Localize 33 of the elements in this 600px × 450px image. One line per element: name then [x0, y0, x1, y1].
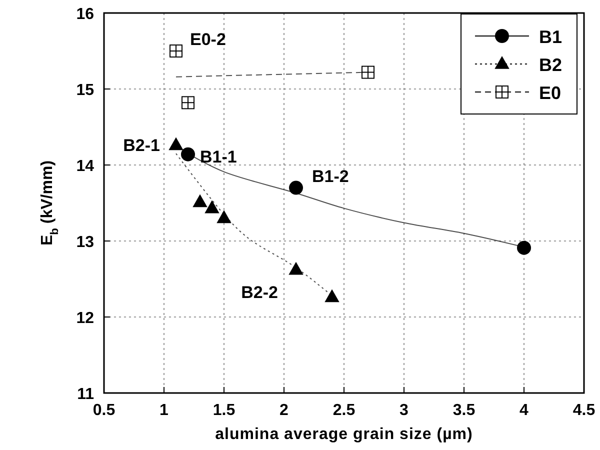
point: [192, 194, 208, 208]
x-tick-label: 3: [400, 402, 409, 419]
point: [168, 137, 184, 150]
x-tick-label: 1: [160, 402, 169, 419]
y-tick-label: 12: [76, 310, 94, 327]
point: [324, 289, 340, 302]
point: [204, 200, 220, 214]
x-tick-label: 4.5: [572, 402, 596, 419]
point: [517, 240, 531, 255]
x-tick-label: 3.5: [452, 402, 476, 419]
y-tick-label: 11: [77, 386, 94, 403]
y-tick-label: 14: [76, 158, 94, 175]
annotation: B1-1: [200, 147, 237, 166]
x-tick-label: 2: [280, 402, 289, 419]
point: [216, 210, 232, 224]
annotation: E0-2: [190, 30, 226, 49]
x-tick-label: 0.5: [92, 402, 116, 419]
y-tick-label: 15: [76, 82, 94, 99]
legend-label: B1: [539, 27, 562, 47]
y-tick-label: 13: [76, 234, 94, 251]
annotation: B2-2: [241, 282, 278, 302]
x-tick-label: 4: [520, 402, 529, 419]
x-tick-label: 1.5: [212, 402, 236, 419]
x-tick-label: 2.5: [332, 402, 356, 419]
annotation: B2-1: [123, 136, 160, 156]
x-axis-title: alumina average grain size (µm): [215, 426, 473, 443]
legend-label: B2: [539, 55, 562, 75]
point: [181, 147, 195, 162]
legend-label: E0: [539, 83, 562, 103]
y-tick-label: 16: [76, 6, 94, 23]
point: [289, 180, 303, 195]
annotation: B1-2: [312, 166, 349, 186]
point: [288, 262, 304, 275]
